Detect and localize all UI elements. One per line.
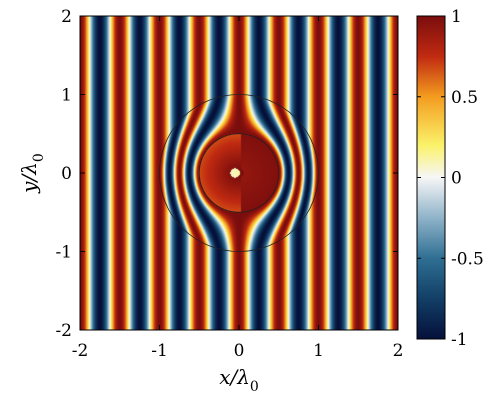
colorbar-tick-label: 0	[451, 169, 462, 189]
colorbar-tick-label: 0.5	[451, 88, 478, 108]
x-tick-label: -2	[72, 341, 89, 361]
y-tick-label: -1	[55, 243, 72, 263]
y-tick-label: -2	[55, 321, 72, 341]
x-tick-label: 1	[313, 341, 324, 361]
y-axis-label: y/λ0	[17, 153, 47, 194]
cloak-rings	[159, 94, 319, 252]
colorbar-tick-label: -1	[451, 330, 468, 350]
y-tick-label: 2	[61, 7, 72, 27]
x-tick-label: 2	[393, 341, 404, 361]
colorbar-ticks: 1 0.5 0 -0.5 -1	[417, 7, 484, 350]
cloak-inner-ring	[198, 133, 280, 213]
colorbar-tick-label: 1	[451, 7, 462, 27]
x-axis-ticks: -2 -1 0 1 2	[72, 16, 404, 361]
y-tick-label: 0	[61, 164, 72, 184]
y-axis-ticks: -2 -1 0 1 2	[55, 7, 398, 341]
x-tick-label: 0	[234, 341, 245, 361]
x-axis-label: x/λ0	[219, 365, 259, 395]
colorbar-tick-label: -0.5	[451, 249, 484, 269]
y-tick-label: 1	[61, 86, 72, 106]
cloak-outer-ring	[159, 94, 319, 252]
x-tick-label: -1	[151, 341, 168, 361]
colorbar	[416, 15, 446, 340]
field-heatmap	[80, 16, 398, 330]
plot-area	[80, 16, 398, 330]
